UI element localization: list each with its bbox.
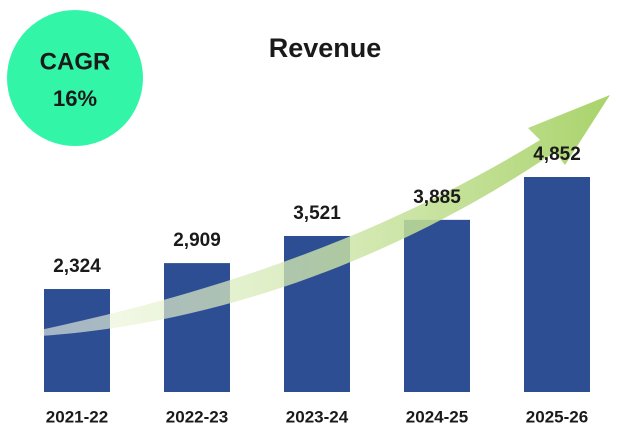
data-label: 3,521 [293, 203, 341, 224]
cagr-label: CAGR [40, 48, 111, 75]
x-tick-label: 2021-22 [46, 407, 108, 426]
data-label: 2,909 [173, 230, 221, 251]
x-tick-label: 2024-25 [406, 407, 468, 426]
data-label: 3,885 [413, 187, 461, 208]
data-label: 2,324 [53, 256, 101, 277]
bar [164, 263, 230, 392]
growth-arrow [40, 95, 610, 336]
cagr-badge [7, 10, 143, 146]
bar [404, 219, 470, 392]
x-tick-label: 2025-26 [526, 407, 588, 426]
bar [524, 177, 590, 392]
chart-title: Revenue [269, 33, 382, 63]
x-tick-label: 2023-24 [286, 407, 349, 426]
data-label: 4,852 [533, 144, 581, 165]
bar [44, 289, 110, 392]
x-tick-label: 2022-23 [166, 407, 228, 426]
cagr-value: 16% [53, 86, 97, 111]
